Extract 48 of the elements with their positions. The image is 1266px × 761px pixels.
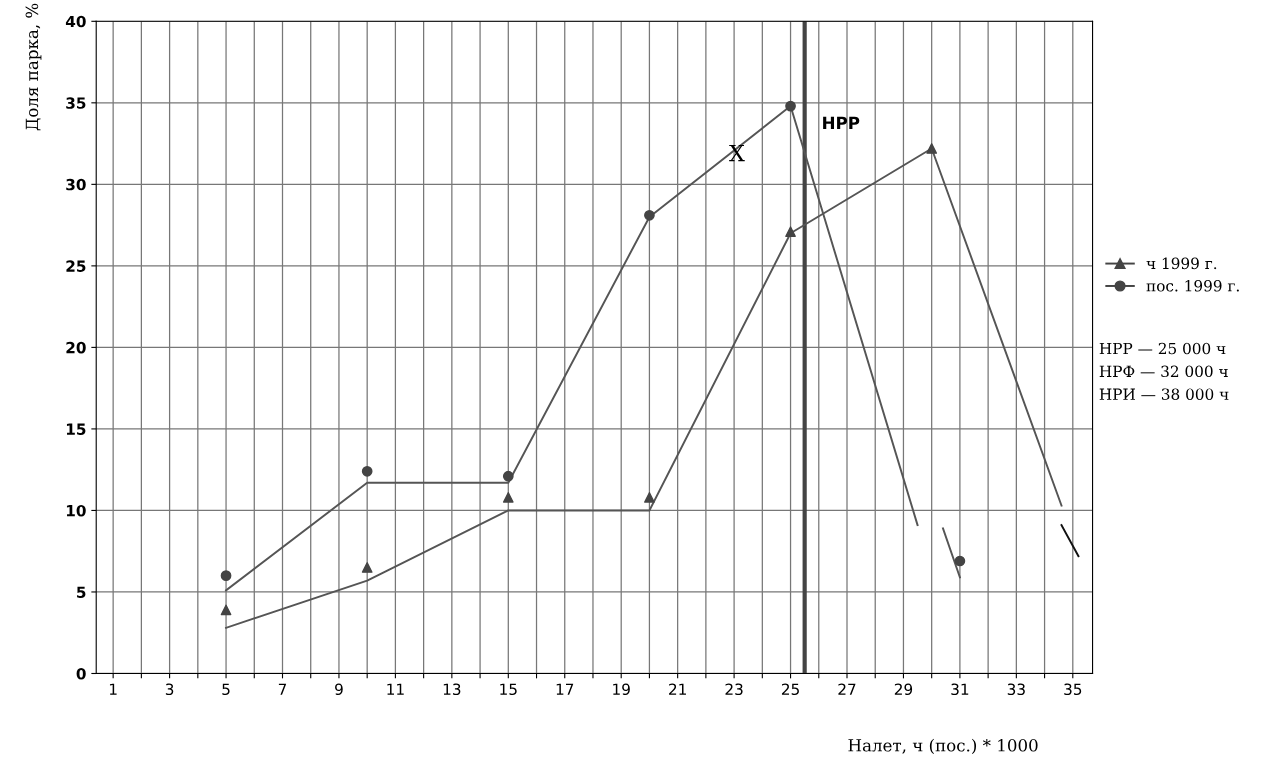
point <box>502 470 514 482</box>
x-tick-label: 27 <box>838 683 856 695</box>
y-tick-label: 5 <box>77 586 86 598</box>
x-tick-label: 25 <box>781 683 799 696</box>
text: НРФ — 32 000 ч <box>1099 365 1228 378</box>
point <box>361 465 373 477</box>
x-tick-label: 19 <box>613 683 630 696</box>
y-tick-label: 25 <box>66 260 86 272</box>
x-tick-label: 7 <box>278 683 287 695</box>
point <box>644 492 655 503</box>
point <box>954 555 966 567</box>
x-tick-label: 17 <box>556 683 574 695</box>
legend-label: ч 1999 г. <box>1146 257 1217 270</box>
y-tick-label: 20 <box>66 341 86 354</box>
annotation: X <box>729 144 745 162</box>
y-tick-label: 40 <box>65 15 86 28</box>
x-tick-label: 29 <box>894 683 913 696</box>
point <box>502 492 514 503</box>
point <box>220 570 232 582</box>
x-tick-label: 33 <box>1007 683 1025 696</box>
ref-line-label: НРР <box>823 116 860 129</box>
point <box>926 143 938 154</box>
x-tick-label: 1 <box>109 683 117 695</box>
x-tick-label: 13 <box>443 683 461 696</box>
point <box>785 226 796 237</box>
x-tick-label: 9 <box>335 683 343 696</box>
y-axis-title: Доля парка, % <box>25 3 42 131</box>
y-tick-label: 30 <box>66 178 86 191</box>
y-tick-label: 10 <box>66 504 86 517</box>
x-tick-label: 31 <box>951 683 969 696</box>
x-tick-label: 11 <box>387 683 404 695</box>
point <box>785 100 796 112</box>
point <box>361 562 373 573</box>
y-tick-label: 15 <box>66 423 86 435</box>
point <box>644 209 655 221</box>
x-axis-title: Налет, ч (пос.) * 1000 <box>848 738 1038 754</box>
y-tick-label: 0 <box>76 667 86 680</box>
point <box>220 604 232 616</box>
x-tick-label: 3 <box>165 683 174 696</box>
text: НРИ — 38 000 ч <box>1099 388 1229 400</box>
legend-label: пос. 1999 г. <box>1146 280 1239 292</box>
text: НРР — 25 000 ч <box>1099 342 1226 355</box>
y-tick-label: 35 <box>66 97 86 109</box>
x-tick-label: 23 <box>725 683 743 696</box>
x-tick-label: 15 <box>500 683 517 696</box>
x-tick-label: 21 <box>669 683 686 695</box>
x-tick-label: 35 <box>1064 683 1082 696</box>
x-tick-label: 5 <box>222 683 230 696</box>
